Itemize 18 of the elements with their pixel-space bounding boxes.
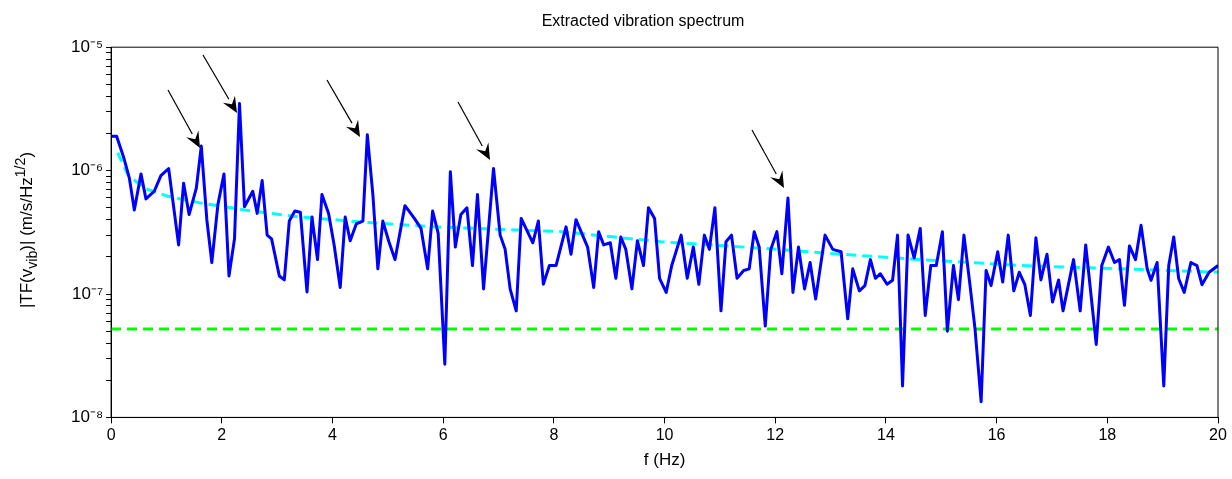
- line-series: [116, 151, 1218, 274]
- x-tick-label: 16: [987, 426, 1006, 444]
- x-tick-label: 12: [766, 426, 785, 444]
- x-tick-label: 18: [1098, 426, 1117, 444]
- x-tick-label: 20: [1209, 426, 1227, 444]
- x-tick-label: 10: [655, 426, 674, 444]
- y-tick-label: 10⁻⁷: [72, 283, 104, 303]
- y-tick-label: 10⁻⁵: [71, 36, 104, 56]
- x-tick-label: 8: [549, 426, 559, 444]
- x-tick-label: 4: [328, 426, 338, 444]
- x-tick-label: 2: [217, 426, 227, 444]
- y-tick-label: 10⁻⁸: [70, 407, 104, 427]
- x-axis-title: f (Hz): [643, 450, 686, 470]
- x-tick-label: 6: [438, 426, 448, 444]
- x-tick-label: 0: [106, 426, 116, 444]
- y-tick-label: 10⁻⁶: [71, 160, 104, 180]
- chart-title: Extracted vibration spectrum: [541, 12, 745, 30]
- x-tick-label: 14: [877, 426, 895, 444]
